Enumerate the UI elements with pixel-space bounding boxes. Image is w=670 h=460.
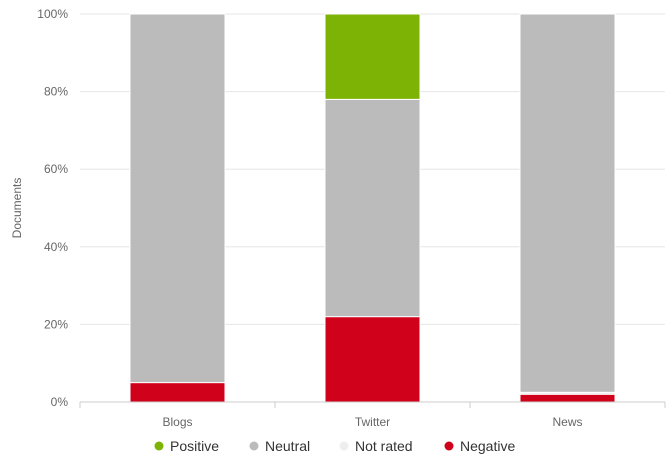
y-tick-label: 40% — [44, 240, 68, 254]
legend-label: Neutral — [265, 438, 310, 454]
legend-item-negative[interactable]: Negative — [444, 438, 516, 454]
bar-segment-negative[interactable] — [519, 393, 616, 403]
legend-swatch — [154, 441, 164, 451]
legend-label: Negative — [460, 438, 515, 454]
bar-segment-neutral[interactable] — [519, 13, 616, 393]
y-tick-label: 60% — [44, 162, 68, 176]
y-tick-label: 20% — [44, 317, 68, 331]
axes: 0% 20% 40% 60% 80% 100% Blogs Twitter News — [37, 7, 666, 429]
x-tick-label: Twitter — [355, 415, 390, 429]
legend-swatch — [339, 441, 349, 451]
bar-segment-positive[interactable] — [324, 13, 421, 100]
legend-swatch — [444, 441, 454, 451]
legend-item-not-rated[interactable]: Not rated — [339, 438, 413, 454]
legend-label: Not rated — [355, 438, 413, 454]
bar-segment-neutral[interactable] — [324, 98, 421, 318]
y-tick-label: 80% — [44, 85, 68, 99]
bar-segment-negative[interactable] — [129, 382, 226, 403]
x-tick-label: News — [552, 415, 582, 429]
legend-label: Positive — [170, 438, 219, 454]
legend-swatch — [249, 441, 259, 451]
y-axis-title: Documents — [10, 178, 24, 239]
bar-segment-neutral[interactable] — [129, 13, 226, 384]
y-tick-label: 100% — [37, 7, 68, 21]
bar-segment-negative[interactable] — [324, 316, 421, 403]
x-tick-label: Blogs — [162, 415, 192, 429]
legend-item-neutral[interactable]: Neutral — [249, 438, 311, 454]
legend[interactable]: Positive Neutral Not rated Negative — [154, 438, 516, 454]
y-tick-label: 0% — [51, 395, 69, 409]
legend-item-positive[interactable]: Positive — [154, 438, 220, 454]
bars — [129, 13, 616, 403]
